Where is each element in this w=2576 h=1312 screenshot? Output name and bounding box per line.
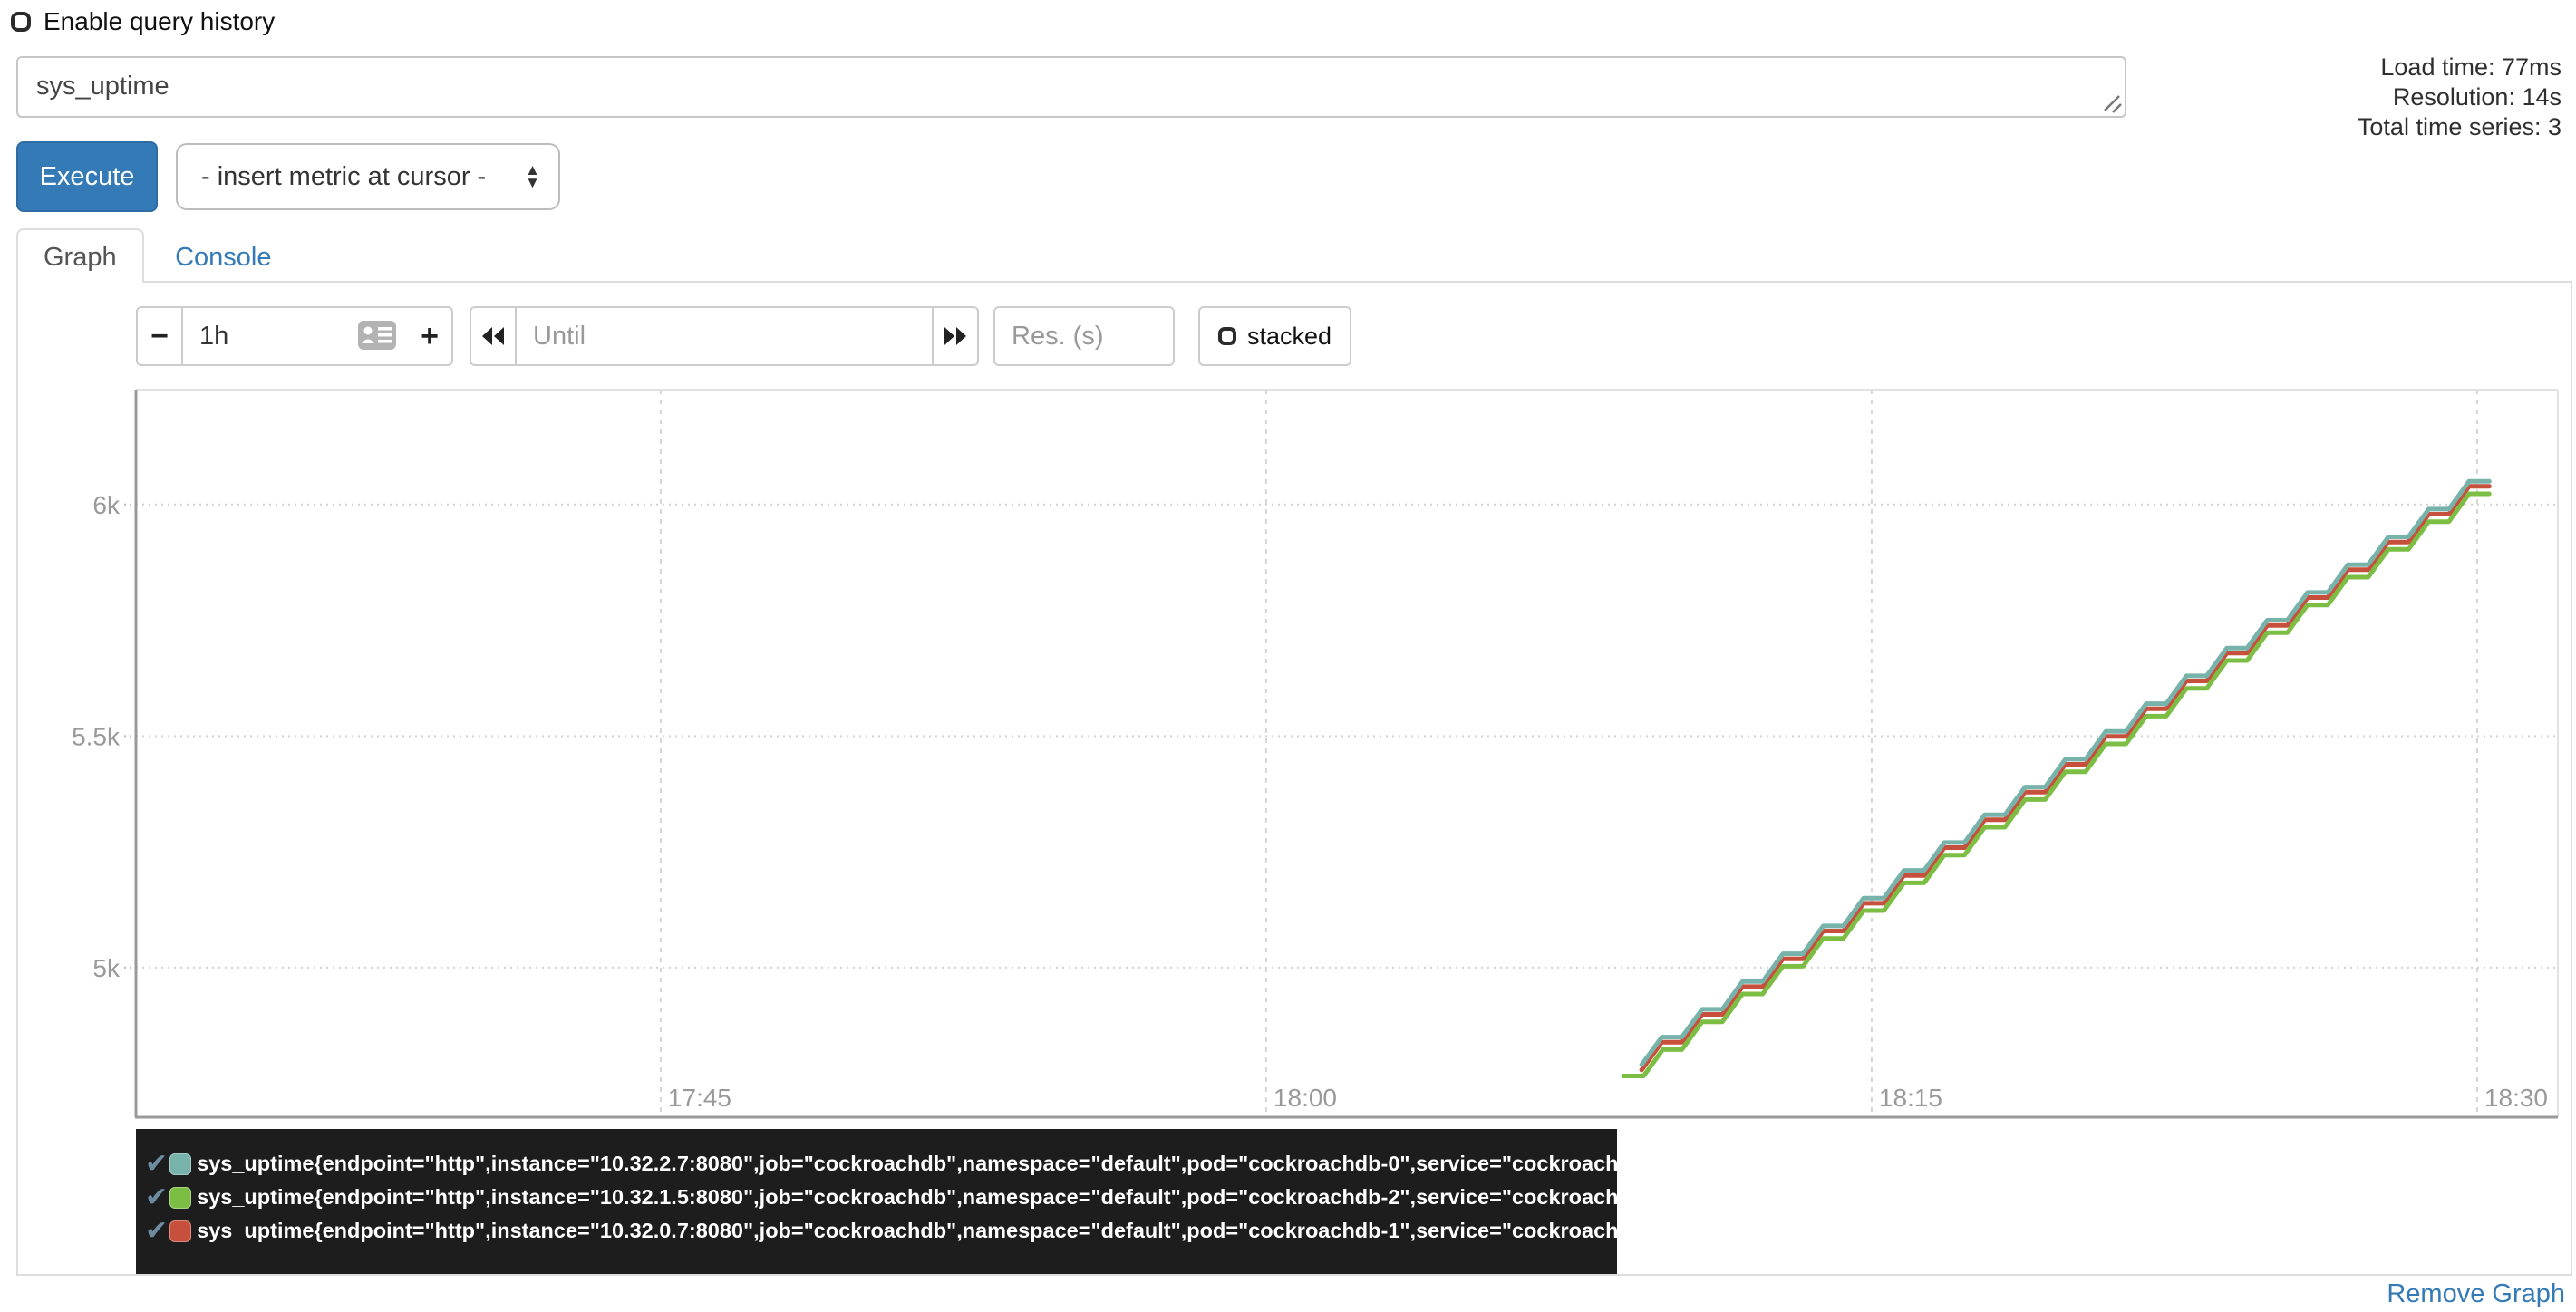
query-input-wrap: sys_uptime bbox=[16, 56, 2126, 118]
select-arrows-icon: ▲ ▼ bbox=[525, 161, 540, 191]
legend-series-label: sys_uptime{endpoint="http",instance="10.… bbox=[197, 1219, 1663, 1242]
range-group: − + bbox=[136, 306, 453, 366]
tab-console[interactable]: Console bbox=[175, 243, 272, 272]
query-stats: Load time: 77ms Resolution: 14s Total ti… bbox=[2358, 53, 2561, 142]
until-input[interactable] bbox=[517, 306, 934, 366]
textarea-resize-grip-icon[interactable] bbox=[2099, 91, 2123, 114]
legend-color-swatch bbox=[169, 1153, 192, 1175]
legend-row[interactable]: ✔ sys_uptime{endpoint="http",instance="10… bbox=[145, 1214, 1663, 1248]
enable-query-history-label: Enable query history bbox=[44, 7, 276, 35]
insert-metric-select[interactable]: - insert metric at cursor - ▲ ▼ bbox=[176, 143, 560, 210]
double-right-arrow-icon bbox=[944, 327, 966, 345]
query-expression-input[interactable]: sys_uptime bbox=[16, 56, 2126, 118]
legend-series-label: sys_uptime{endpoint="http",instance="10.… bbox=[197, 1185, 1663, 1209]
double-left-arrow-icon bbox=[482, 327, 504, 345]
graph-controls: − + bbox=[136, 306, 1352, 366]
stacked-label: stacked bbox=[1247, 322, 1332, 350]
chart-legend: ✔ sys_uptime{endpoint="http",instance="10… bbox=[136, 1129, 1663, 1274]
stacked-toggle[interactable]: stacked bbox=[1198, 306, 1352, 366]
range-input-wrap bbox=[183, 306, 408, 366]
range-input[interactable] bbox=[183, 306, 408, 366]
enable-query-history-checkbox[interactable] bbox=[11, 12, 31, 32]
legend-check-icon: ✔ bbox=[145, 1182, 169, 1212]
resolution-input[interactable] bbox=[993, 306, 1175, 366]
time-backward-button[interactable] bbox=[470, 306, 517, 366]
range-decrease-button[interactable]: − bbox=[136, 306, 183, 366]
execute-button[interactable]: Execute bbox=[16, 141, 158, 212]
legend-series-label: sys_uptime{endpoint="http",instance="10.… bbox=[197, 1152, 1663, 1175]
legend-check-icon: ✔ bbox=[145, 1215, 169, 1246]
total-time-series: Total time series: 3 bbox=[2357, 113, 2561, 140]
query-history-row: Enable query history bbox=[11, 7, 275, 36]
legend-color-swatch bbox=[169, 1186, 192, 1209]
resolution: Resolution: 14s bbox=[2392, 83, 2561, 111]
date-picker-icon[interactable] bbox=[357, 320, 397, 351]
graph-console-tabs: Graph Console bbox=[16, 227, 2572, 287]
graph-panel bbox=[16, 283, 2572, 1276]
legend-color-swatch bbox=[169, 1220, 192, 1242]
until-group bbox=[470, 306, 979, 366]
remove-graph-link[interactable]: Remove Graph bbox=[2387, 1279, 2565, 1308]
legend-row[interactable]: ✔ sys_uptime{endpoint="http",instance="10… bbox=[145, 1147, 1663, 1181]
time-forward-button[interactable] bbox=[932, 306, 979, 366]
insert-metric-selected-value: - insert metric at cursor - bbox=[201, 161, 487, 191]
tab-graph[interactable]: Graph bbox=[16, 228, 144, 287]
legend-check-icon: ✔ bbox=[145, 1148, 169, 1179]
stacked-checkbox[interactable] bbox=[1218, 327, 1236, 345]
legend-row[interactable]: ✔ sys_uptime{endpoint="http",instance="10… bbox=[145, 1181, 1663, 1214]
load-time: Load time: 77ms bbox=[2380, 53, 2561, 81]
range-increase-button[interactable]: + bbox=[406, 306, 453, 366]
